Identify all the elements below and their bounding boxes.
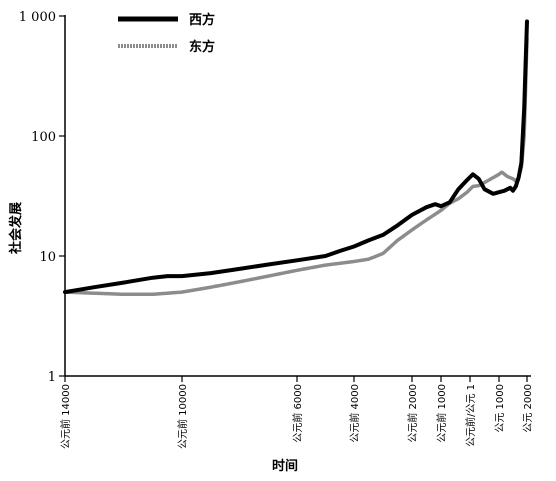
axes [64,15,531,377]
series-group [63,19,529,297]
x-tick-label: 公元前 4000 [348,384,361,443]
x-tick-label: 公元前/公元 1 [464,384,477,447]
y-tick-label: 10 [39,250,56,265]
series-line-east [63,36,529,297]
x-tick-label: 公元前 2000 [406,384,419,443]
y-axis-title: 社会发展 [8,201,24,255]
x-ticks: 公元前 14000 公元前 10000 公元前 6000 公元前 4000 公元前 20… [59,376,534,449]
legend-label-west: 西方 [189,12,215,28]
legend-label-east: 东方 [189,39,215,55]
y-tick-label: 100 [31,130,56,145]
x-axis-title: 时间 [272,458,298,474]
y-tick-label: 1 [48,370,56,385]
series-line-west [63,19,529,295]
y-ticks: 1 10 100 1 000 [19,10,65,385]
x-tick-label: 公元 1000 [495,384,506,433]
x-tick-label: 公元 2000 [523,384,534,433]
legend: 西方 东方 [118,12,215,55]
x-tick-label: 公元前 14000 [59,384,72,449]
x-tick-label: 公元前 10000 [176,384,189,449]
y-tick-label: 1 000 [19,10,56,25]
x-tick-label: 公元前 1000 [435,384,448,443]
x-tick-label: 公元前 6000 [291,384,304,443]
